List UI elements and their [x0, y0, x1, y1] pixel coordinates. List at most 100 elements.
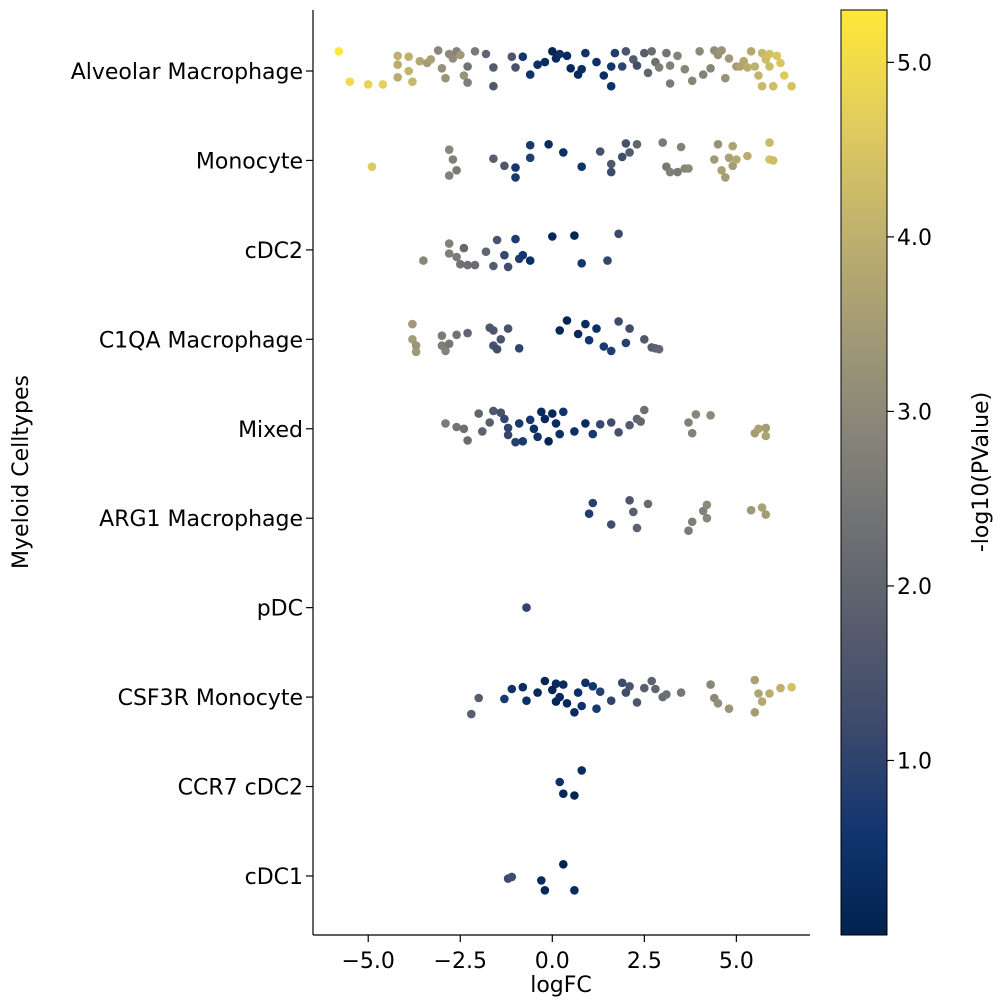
data-point — [768, 156, 778, 165]
colorbar-label: -log10(PValue) — [969, 392, 994, 552]
colorbar-tick-label: 4.0 — [897, 226, 932, 251]
data-point — [606, 696, 616, 705]
data-point — [687, 76, 697, 86]
data-point — [776, 683, 785, 693]
data-point — [595, 687, 605, 696]
data-point — [463, 328, 472, 338]
data-point — [606, 346, 616, 356]
data-point — [621, 338, 631, 348]
data-point — [757, 81, 767, 91]
y-tick-label: cDC1 — [245, 865, 303, 890]
data-point — [467, 709, 476, 719]
data-point — [537, 876, 546, 885]
data-point — [433, 46, 443, 55]
data-point — [555, 326, 564, 335]
data-point — [444, 239, 454, 248]
colorbar-tick-label: 3.0 — [897, 400, 932, 425]
data-point — [761, 510, 771, 519]
data-point — [514, 419, 524, 428]
data-point — [456, 259, 465, 269]
plot-area: Alveolar Macrophage Monocyte cDC2 C1QA Macr… — [71, 10, 810, 974]
data-point — [529, 424, 539, 434]
data-point — [408, 335, 417, 344]
data-point — [452, 422, 461, 432]
data-point — [684, 418, 693, 427]
data-point — [665, 61, 675, 70]
data-point — [441, 419, 450, 428]
data-point — [592, 57, 601, 67]
data-point — [566, 64, 575, 73]
data-point — [540, 57, 550, 67]
data-point — [511, 173, 520, 182]
data-point — [452, 252, 461, 262]
y-tick-label: CCR7 cDC2 — [178, 776, 303, 801]
data-point — [743, 151, 752, 161]
data-point — [717, 46, 726, 55]
colorbar: 1.0 2.0 3.0 4.0 5.0 -log10(PValue) — [840, 9, 994, 936]
x-axis-ticks: −5.0 −2.5 0.0 2.5 5.0 — [342, 935, 754, 974]
data-point — [548, 409, 557, 418]
data-point — [533, 432, 542, 442]
data-point — [754, 424, 763, 434]
data-point — [765, 62, 774, 71]
data-point — [588, 682, 598, 691]
data-point — [437, 331, 447, 341]
data-point — [658, 138, 667, 147]
data-point — [367, 162, 377, 171]
data-point — [533, 688, 542, 697]
data-point — [551, 679, 561, 688]
data-point — [743, 63, 752, 72]
data-point — [573, 688, 583, 697]
data-point — [728, 141, 737, 151]
data-point — [588, 498, 598, 508]
data-point — [500, 414, 509, 424]
data-point — [757, 48, 767, 58]
data-point — [621, 688, 631, 697]
data-point — [614, 317, 623, 326]
data-point — [518, 250, 528, 260]
data-point — [411, 341, 421, 350]
data-point — [470, 47, 480, 56]
data-point — [404, 66, 414, 76]
data-point — [687, 517, 697, 527]
data-point — [577, 162, 586, 171]
data-point — [721, 173, 730, 182]
data-point — [559, 860, 568, 869]
data-point — [713, 140, 723, 149]
data-point — [665, 79, 675, 88]
data-point — [456, 50, 465, 60]
data-point — [478, 427, 487, 436]
data-point — [522, 696, 531, 705]
data-point — [548, 47, 557, 56]
data-point — [581, 419, 590, 428]
data-point — [507, 872, 517, 882]
data-point — [559, 680, 568, 689]
data-point — [496, 408, 506, 418]
data-point — [595, 420, 605, 429]
colorbar-ticks: 1.0 2.0 3.0 4.0 5.0 — [887, 51, 932, 774]
data-point — [577, 259, 586, 268]
data-point — [544, 437, 553, 446]
data-point — [408, 77, 417, 86]
data-point — [511, 163, 520, 172]
data-point — [525, 140, 535, 150]
data-point — [459, 71, 469, 80]
colorbar-outline — [840, 9, 888, 936]
data-point — [507, 52, 517, 61]
data-point — [481, 49, 491, 59]
data-point — [728, 161, 737, 171]
data-point — [680, 64, 690, 74]
data-point — [599, 71, 609, 80]
colorbar-tick-label: 1.0 — [897, 749, 932, 774]
data-point — [757, 697, 767, 706]
data-point — [444, 145, 454, 154]
data-point — [757, 503, 767, 512]
scatter-points — [334, 46, 796, 895]
data-point — [511, 63, 520, 72]
data-point — [640, 335, 649, 344]
data-point — [706, 64, 715, 73]
data-point — [548, 232, 557, 241]
y-tick-label: pDC — [257, 597, 303, 622]
data-point — [702, 513, 712, 523]
colorbar-rect — [841, 10, 887, 935]
